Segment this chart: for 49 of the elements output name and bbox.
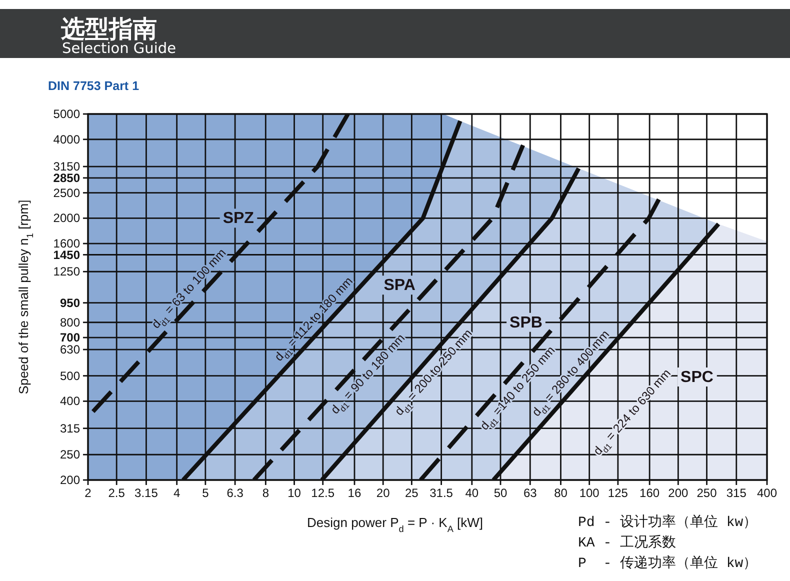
x-tick-label: 100 bbox=[579, 486, 600, 500]
y-tick-label: 800 bbox=[60, 315, 80, 330]
text: P - 传递功率（单位 kw） bbox=[578, 555, 758, 572]
y-tick-label: 630 bbox=[60, 342, 80, 357]
x-tick-label: 160 bbox=[640, 486, 660, 500]
x-tick-label: 315 bbox=[726, 486, 747, 500]
x-tick-label: 12.5 bbox=[311, 486, 335, 500]
x-tick-label: 20 bbox=[376, 486, 390, 500]
text: DIN 7753 Part 1 bbox=[48, 79, 140, 93]
y-tick-label: 200 bbox=[60, 473, 80, 487]
y-tick-label: 315 bbox=[60, 421, 80, 436]
x-tick-label: 8 bbox=[262, 486, 270, 500]
y-tick-label: 500 bbox=[60, 368, 80, 383]
x-tick-label: 50 bbox=[494, 486, 508, 500]
x-tick-label: 200 bbox=[668, 486, 689, 500]
annotation: SPA bbox=[384, 276, 416, 294]
x-tick-label: 5 bbox=[202, 486, 210, 500]
chart-title: 选型指南 bbox=[60, 15, 157, 43]
y-tick-label: 2000 bbox=[53, 211, 80, 226]
chart-subtitle: Selection Guide bbox=[62, 41, 176, 57]
text: KA - 工况系数 bbox=[578, 534, 676, 552]
y-tick-label: 2500 bbox=[53, 186, 80, 200]
x-tick-label: 2 bbox=[84, 486, 92, 500]
x-tick-label: 400 bbox=[756, 486, 778, 500]
y-tick-label: 4000 bbox=[53, 132, 80, 146]
annotation: SPZ bbox=[222, 210, 254, 227]
x-tick-label: 4 bbox=[173, 486, 180, 500]
x-tick-label: 250 bbox=[696, 486, 718, 500]
y-tick-label: 5000 bbox=[53, 107, 80, 121]
y-tick-label: 950 bbox=[60, 296, 80, 310]
x-tick-label: 80 bbox=[554, 486, 568, 500]
x-axis-title: Design power P$_{d}$ = P · K$_{A}$ [kW] bbox=[306, 515, 484, 534]
x-tick-label: 6.3 bbox=[226, 486, 244, 500]
y-tick-label: 1250 bbox=[53, 264, 80, 279]
y-tick-label: 250 bbox=[60, 448, 80, 462]
annotation: SPC bbox=[680, 368, 714, 386]
x-tick-label: 63 bbox=[523, 486, 538, 500]
x-tick-label: 10 bbox=[288, 486, 302, 500]
x-tick-label: 40 bbox=[465, 486, 479, 500]
x-tick-label: 16 bbox=[348, 486, 362, 500]
x-tick-label: 31.5 bbox=[430, 486, 454, 500]
y-tick-label: 700 bbox=[60, 330, 80, 345]
x-tick-label: 3.15 bbox=[134, 486, 158, 500]
annotation: SPB bbox=[510, 314, 542, 331]
x-tick-label: 25 bbox=[405, 486, 419, 500]
y-tick-label: 400 bbox=[60, 394, 80, 408]
x-tick-label: 2.5 bbox=[108, 486, 126, 500]
x-tick-label: 125 bbox=[608, 486, 628, 500]
text: Pd - 设计功率（单位 kw） bbox=[578, 514, 758, 531]
